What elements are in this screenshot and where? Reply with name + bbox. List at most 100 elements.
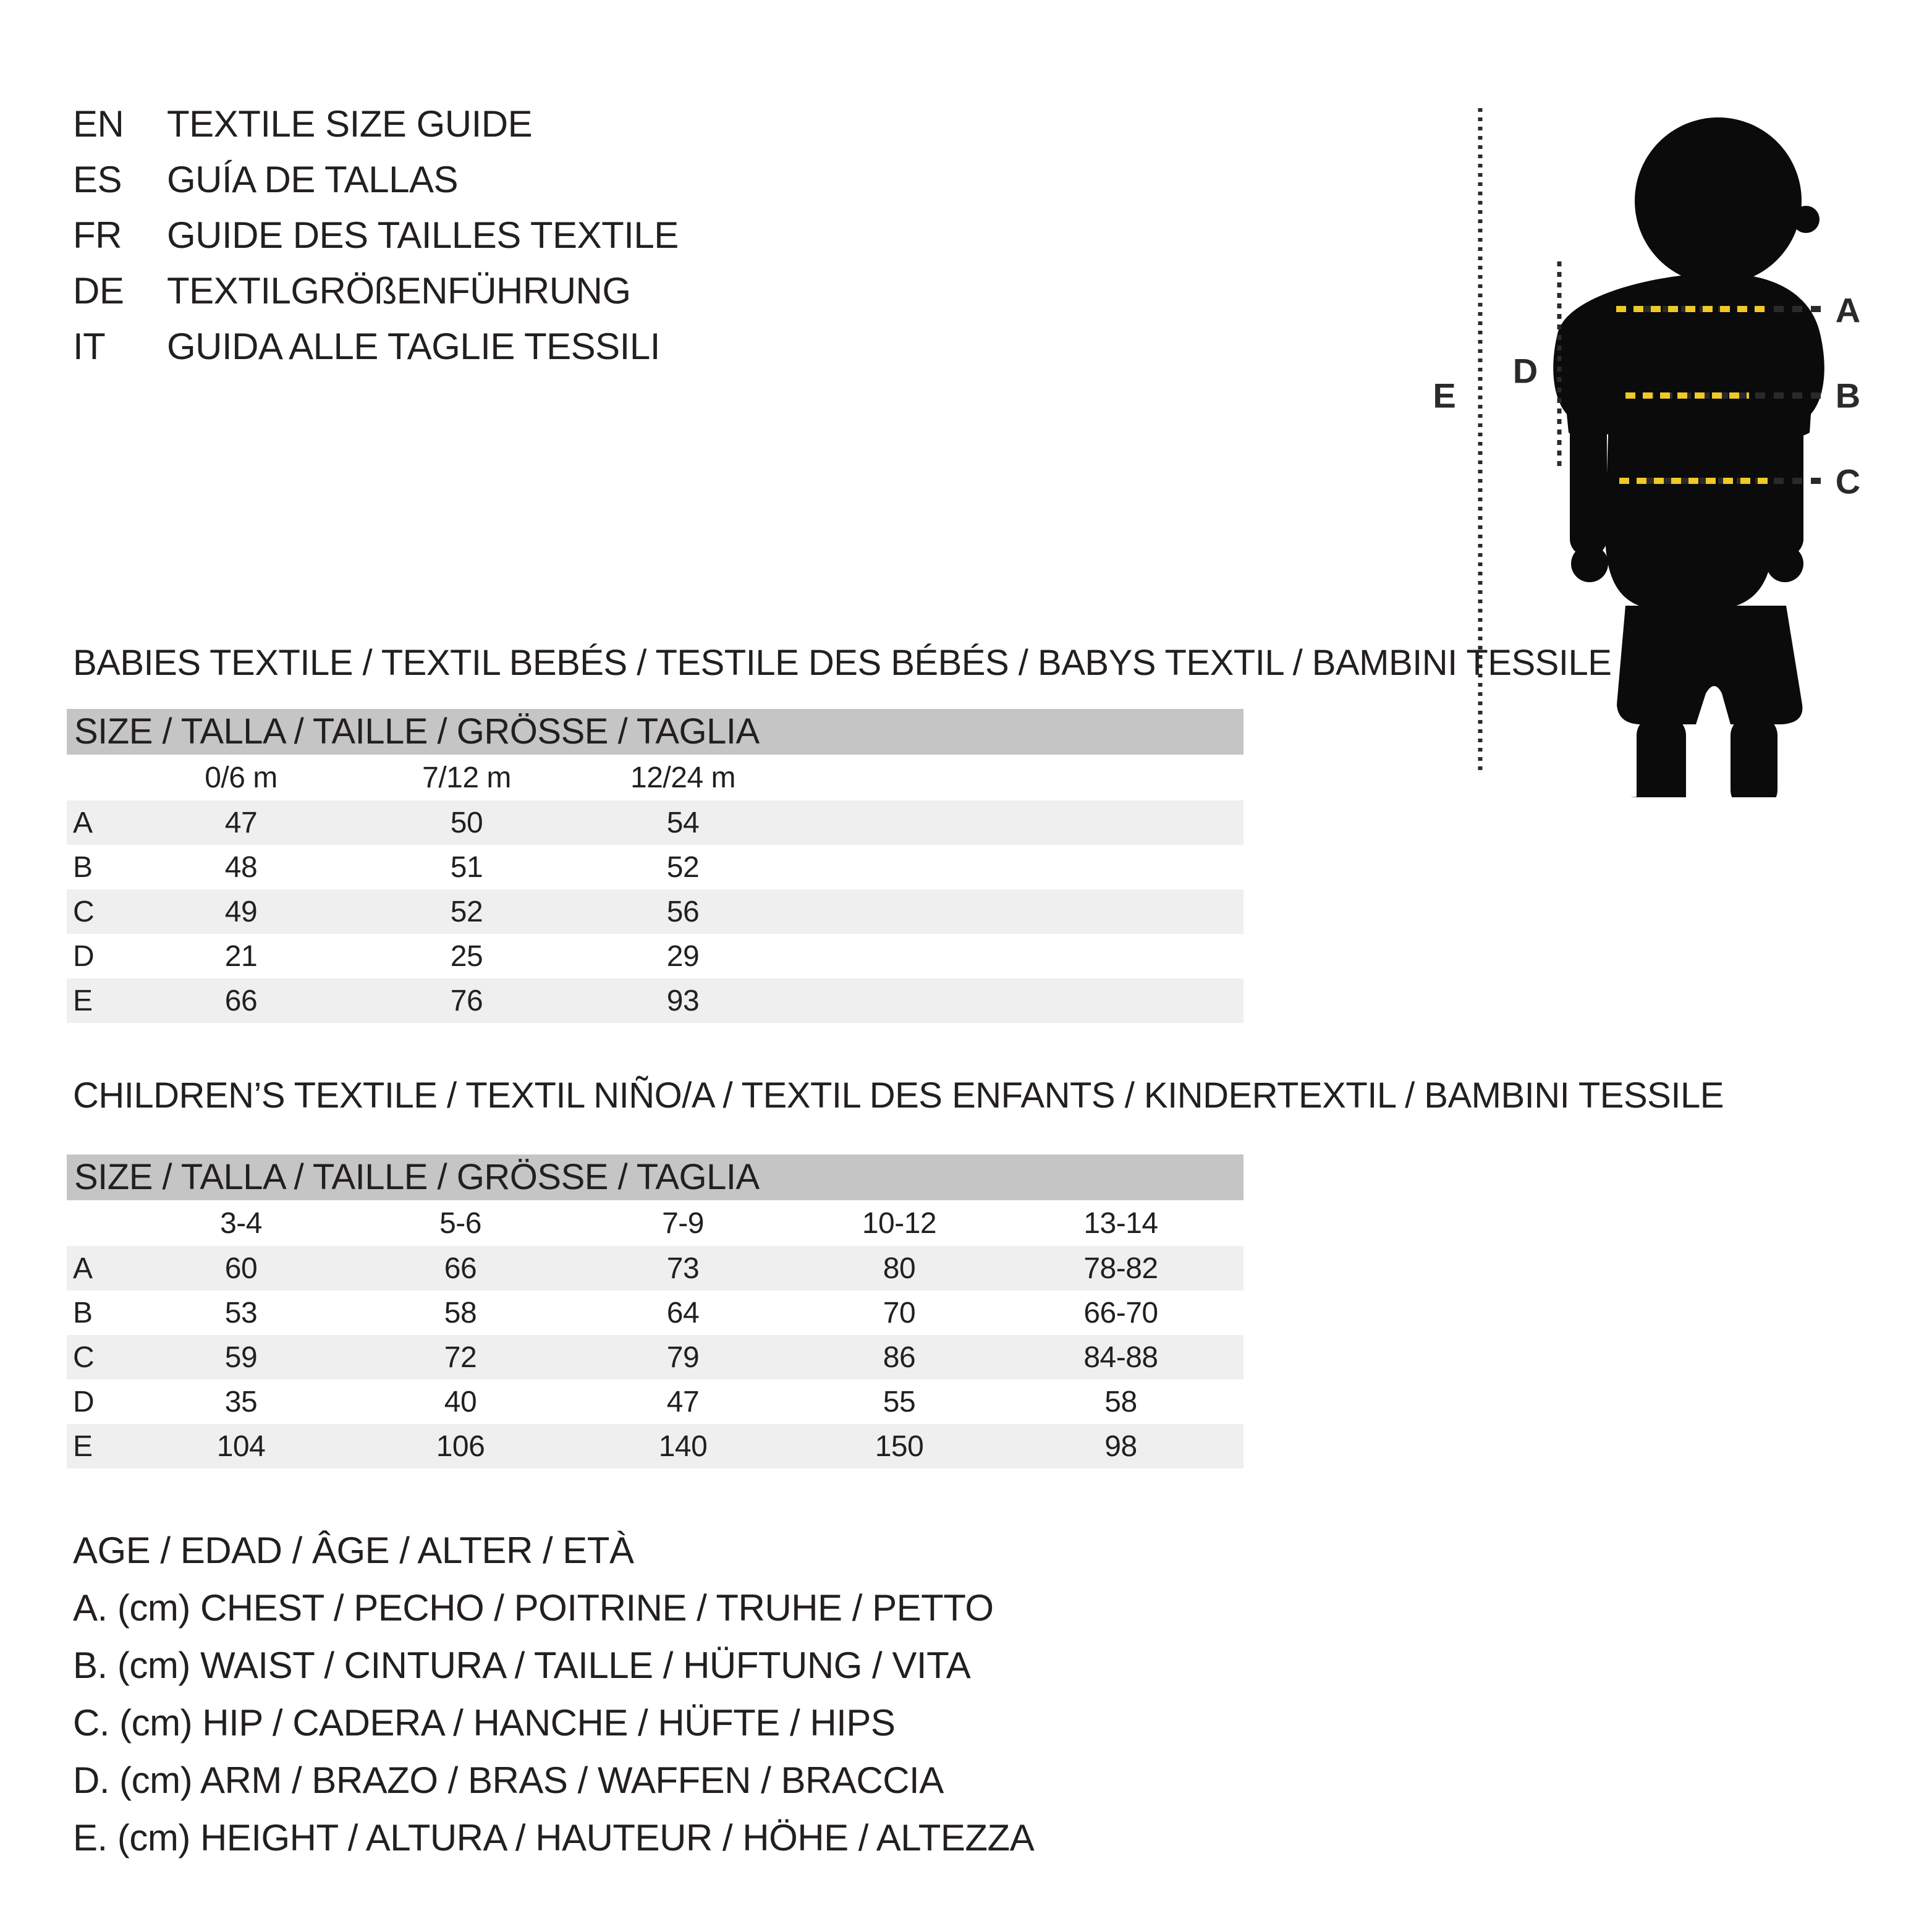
language-title: TEXTILGRÖßENFÜHRUNG xyxy=(167,270,631,311)
language-code: FR xyxy=(73,214,122,256)
figure-label-hip-C: C xyxy=(1835,462,1861,501)
measurement-legend: AGE / EDAD / ÂGE / ALTER / ETÀ A. (cm) C… xyxy=(73,1522,1035,1866)
value-cell: 52 xyxy=(450,895,483,928)
value-cell: 35 xyxy=(224,1385,258,1418)
value-cell: 58 xyxy=(444,1296,477,1329)
value-cell: 54 xyxy=(666,806,700,839)
language-code: DE xyxy=(73,270,124,311)
language-title: GUÍA DE TALLAS xyxy=(167,159,458,200)
legend-line-hip: C. (cm) HIP / CADERA / HANCHE / HÜFTE / … xyxy=(73,1702,896,1743)
value-cell: 48 xyxy=(224,850,258,884)
row-label: A xyxy=(73,1252,93,1285)
row-label: C xyxy=(73,1341,95,1374)
value-cell: 58 xyxy=(1104,1385,1137,1418)
row-label: D xyxy=(73,1385,95,1418)
child-silhouette-figure xyxy=(1478,108,1824,797)
value-cell: 78-82 xyxy=(1083,1252,1158,1285)
value-cell: 80 xyxy=(883,1252,916,1285)
value-cell: 66-70 xyxy=(1083,1296,1158,1329)
value-cell: 84-88 xyxy=(1083,1341,1158,1374)
figure-label-height-E: E xyxy=(1433,376,1456,415)
value-cell: 47 xyxy=(666,1385,700,1418)
language-row: DE TEXTILGRÖßENFÜHRUNG xyxy=(73,263,679,319)
language-code: ES xyxy=(73,159,122,200)
table-row: E 104 106 140 150 98 xyxy=(67,1424,1244,1468)
language-title: GUIDA ALLE TAGLIE TESSILI xyxy=(167,326,660,367)
table-row: D 21 25 29 xyxy=(67,934,1244,978)
value-cell: 40 xyxy=(444,1385,477,1418)
children-column-headers: 3-4 5-6 7-9 10-12 13-14 xyxy=(67,1200,1244,1246)
table-row: E 66 76 93 xyxy=(67,978,1244,1023)
column-header: 12/24 m xyxy=(630,761,735,794)
children-section-heading: CHILDREN’S TEXTILE / TEXTIL NIÑO/A / TEX… xyxy=(73,1075,1724,1116)
legend-line-waist: B. (cm) WAIST / CINTURA / TAILLE / HÜFTU… xyxy=(73,1645,971,1686)
language-code: EN xyxy=(73,103,124,145)
value-cell: 140 xyxy=(658,1430,708,1463)
value-cell: 104 xyxy=(216,1430,266,1463)
column-header: 5-6 xyxy=(439,1206,481,1240)
babies-table-body: A 47 50 54 B 48 51 52 C 49 52 56 D 21 25 29 E 66 76 93 xyxy=(67,800,1244,1023)
table-row: C 59 72 79 86 84-88 xyxy=(67,1335,1244,1379)
measure-lines xyxy=(1478,108,1821,771)
table-row: D 35 40 47 55 58 xyxy=(67,1379,1244,1424)
value-cell: 106 xyxy=(436,1430,485,1463)
value-cell: 86 xyxy=(883,1341,916,1374)
table-row: A 47 50 54 xyxy=(67,800,1244,845)
value-cell: 50 xyxy=(450,806,483,839)
legend-line-arm: D. (cm) ARM / BRAZO / BRAS / WAFFEN / BR… xyxy=(73,1760,944,1801)
child-silhouette xyxy=(1553,117,1824,797)
column-header: 0/6 m xyxy=(205,761,278,794)
children-size-table: SIZE / TALLA / TAILLE / GRÖSSE / TAGLIA … xyxy=(67,1155,1244,1468)
size-header-label: SIZE / TALLA / TAILLE / GRÖSSE / TAGLIA xyxy=(74,711,760,752)
value-cell: 25 xyxy=(450,939,483,973)
row-label: A xyxy=(73,806,93,839)
row-label: B xyxy=(73,1296,93,1329)
value-cell: 76 xyxy=(450,984,483,1017)
row-label: E xyxy=(73,984,93,1017)
figure-label-chest-A: A xyxy=(1835,290,1861,330)
value-cell: 51 xyxy=(450,850,483,884)
value-cell: 64 xyxy=(666,1296,700,1329)
row-label: D xyxy=(73,939,95,973)
babies-column-headers: 0/6 m 7/12 m 12/24 m xyxy=(67,755,1244,800)
language-list: EN TEXTILE SIZE GUIDE ES GUÍA DE TALLAS … xyxy=(73,96,679,375)
table-row: C 49 52 56 xyxy=(67,889,1244,934)
row-label: B xyxy=(73,850,93,884)
value-cell: 60 xyxy=(224,1252,258,1285)
value-cell: 59 xyxy=(224,1341,258,1374)
value-cell: 73 xyxy=(666,1252,700,1285)
column-header: 13-14 xyxy=(1083,1206,1158,1240)
value-cell: 49 xyxy=(224,895,258,928)
value-cell: 47 xyxy=(224,806,258,839)
language-row: IT GUIDA ALLE TAGLIE TESSILI xyxy=(73,319,679,375)
language-row: EN TEXTILE SIZE GUIDE xyxy=(73,96,679,152)
value-cell: 21 xyxy=(224,939,258,973)
value-cell: 70 xyxy=(883,1296,916,1329)
legend-line-chest: A. (cm) CHEST / PECHO / POITRINE / TRUHE… xyxy=(73,1587,994,1629)
value-cell: 53 xyxy=(224,1296,258,1329)
column-header: 10-12 xyxy=(862,1206,937,1240)
value-cell: 52 xyxy=(666,850,700,884)
size-header-bar: SIZE / TALLA / TAILLE / GRÖSSE / TAGLIA xyxy=(67,709,1244,755)
row-label: C xyxy=(73,895,95,928)
value-cell: 29 xyxy=(666,939,700,973)
size-header-bar: SIZE / TALLA / TAILLE / GRÖSSE / TAGLIA xyxy=(67,1155,1244,1200)
table-row: B 53 58 64 70 66-70 xyxy=(67,1290,1244,1335)
language-title: TEXTILE SIZE GUIDE xyxy=(167,103,533,145)
language-title: GUIDE DES TAILLES TEXTILE xyxy=(167,214,679,256)
babies-section-heading: BABIES TEXTILE / TEXTIL BEBÉS / TESTILE … xyxy=(73,643,1612,683)
value-cell: 66 xyxy=(224,984,258,1017)
value-cell: 150 xyxy=(875,1430,924,1463)
legend-line-height: E. (cm) HEIGHT / ALTURA / HAUTEUR / HÖHE… xyxy=(73,1817,1035,1858)
value-cell: 79 xyxy=(666,1341,700,1374)
value-cell: 98 xyxy=(1104,1430,1137,1463)
figure-label-arm-D: D xyxy=(1512,351,1538,391)
language-row: FR GUIDE DES TAILLES TEXTILE xyxy=(73,208,679,263)
babies-size-table: SIZE / TALLA / TAILLE / GRÖSSE / TAGLIA … xyxy=(67,709,1244,1023)
column-header: 7/12 m xyxy=(422,761,511,794)
children-table-body: A 60 66 73 80 78-82 B 53 58 64 70 66-70 C 59 72 79 86 84-… xyxy=(67,1246,1244,1468)
column-header: 3-4 xyxy=(220,1206,262,1240)
value-cell: 66 xyxy=(444,1252,477,1285)
value-cell: 93 xyxy=(666,984,700,1017)
language-code: IT xyxy=(73,326,106,367)
